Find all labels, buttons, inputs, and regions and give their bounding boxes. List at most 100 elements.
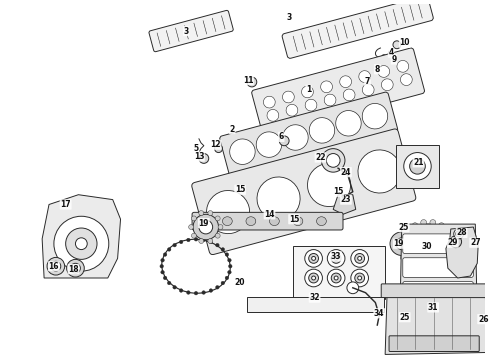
Text: 18: 18 xyxy=(68,265,79,274)
Circle shape xyxy=(340,76,351,87)
Circle shape xyxy=(355,253,365,263)
Text: 7: 7 xyxy=(365,77,370,86)
Polygon shape xyxy=(400,224,477,319)
Text: 1: 1 xyxy=(306,85,311,94)
Circle shape xyxy=(430,220,436,225)
Circle shape xyxy=(400,237,406,243)
FancyBboxPatch shape xyxy=(149,10,233,52)
Text: 19: 19 xyxy=(198,219,209,228)
Text: 33: 33 xyxy=(331,252,342,261)
FancyBboxPatch shape xyxy=(192,212,343,230)
Circle shape xyxy=(208,239,213,243)
Circle shape xyxy=(456,231,462,237)
Circle shape xyxy=(404,153,431,180)
Circle shape xyxy=(215,233,220,238)
Circle shape xyxy=(405,263,411,269)
Text: 17: 17 xyxy=(60,200,71,209)
FancyBboxPatch shape xyxy=(403,282,473,301)
Circle shape xyxy=(194,238,198,241)
Circle shape xyxy=(326,153,340,167)
Circle shape xyxy=(439,223,444,229)
Text: 3: 3 xyxy=(184,27,189,36)
Polygon shape xyxy=(385,288,487,355)
FancyBboxPatch shape xyxy=(192,129,416,255)
Circle shape xyxy=(454,229,464,239)
Circle shape xyxy=(331,273,341,283)
Text: 20: 20 xyxy=(235,278,245,287)
Circle shape xyxy=(199,211,204,216)
FancyBboxPatch shape xyxy=(403,258,473,277)
Circle shape xyxy=(264,96,275,108)
Text: 16: 16 xyxy=(49,262,59,271)
Circle shape xyxy=(355,273,365,283)
Circle shape xyxy=(279,136,289,146)
FancyBboxPatch shape xyxy=(247,297,384,312)
Circle shape xyxy=(390,232,414,256)
Text: 19: 19 xyxy=(393,239,404,248)
Circle shape xyxy=(393,41,401,49)
Text: 2: 2 xyxy=(230,125,235,134)
Text: 32: 32 xyxy=(309,293,320,302)
Circle shape xyxy=(216,285,219,289)
Circle shape xyxy=(450,236,462,248)
Circle shape xyxy=(399,246,405,252)
Circle shape xyxy=(334,276,338,280)
Circle shape xyxy=(163,276,167,280)
Circle shape xyxy=(358,276,362,280)
Text: 11: 11 xyxy=(243,76,253,85)
Text: 25: 25 xyxy=(398,222,409,231)
Text: 10: 10 xyxy=(399,38,410,47)
Circle shape xyxy=(422,243,434,255)
FancyBboxPatch shape xyxy=(396,145,439,188)
Ellipse shape xyxy=(199,217,209,226)
Circle shape xyxy=(347,282,359,294)
Circle shape xyxy=(400,74,412,85)
Circle shape xyxy=(208,211,213,216)
Text: 5: 5 xyxy=(194,144,198,153)
Text: 15: 15 xyxy=(235,185,245,194)
Circle shape xyxy=(51,261,61,271)
Circle shape xyxy=(305,99,317,111)
Circle shape xyxy=(199,239,204,243)
Circle shape xyxy=(192,233,196,238)
Circle shape xyxy=(412,269,418,274)
FancyBboxPatch shape xyxy=(220,92,398,176)
Circle shape xyxy=(225,253,229,256)
Circle shape xyxy=(351,269,368,287)
Circle shape xyxy=(430,272,436,278)
Circle shape xyxy=(452,246,458,252)
Circle shape xyxy=(362,84,374,96)
Circle shape xyxy=(320,81,332,93)
Circle shape xyxy=(230,139,255,165)
Text: 29: 29 xyxy=(447,238,458,247)
Polygon shape xyxy=(333,195,356,214)
Ellipse shape xyxy=(368,67,377,74)
Circle shape xyxy=(405,229,411,234)
Circle shape xyxy=(160,265,164,268)
Text: 13: 13 xyxy=(194,152,204,161)
Circle shape xyxy=(202,291,205,294)
Circle shape xyxy=(283,125,308,150)
Text: 30: 30 xyxy=(421,242,432,251)
Text: 8: 8 xyxy=(375,65,380,74)
Text: 34: 34 xyxy=(374,309,385,318)
Text: 15: 15 xyxy=(289,215,299,224)
Text: 31: 31 xyxy=(428,303,439,312)
Circle shape xyxy=(173,243,176,247)
Ellipse shape xyxy=(317,217,326,226)
Circle shape xyxy=(351,249,368,267)
Circle shape xyxy=(324,94,336,106)
Circle shape xyxy=(256,132,282,157)
Circle shape xyxy=(225,276,229,280)
Circle shape xyxy=(358,256,362,260)
Ellipse shape xyxy=(222,217,232,226)
Circle shape xyxy=(309,253,318,263)
Circle shape xyxy=(410,158,425,174)
Text: 25: 25 xyxy=(399,313,410,322)
Circle shape xyxy=(179,240,183,244)
Circle shape xyxy=(309,273,318,283)
Text: 23: 23 xyxy=(341,195,351,204)
Circle shape xyxy=(216,243,219,247)
Circle shape xyxy=(445,229,451,234)
Text: 3: 3 xyxy=(287,13,292,22)
